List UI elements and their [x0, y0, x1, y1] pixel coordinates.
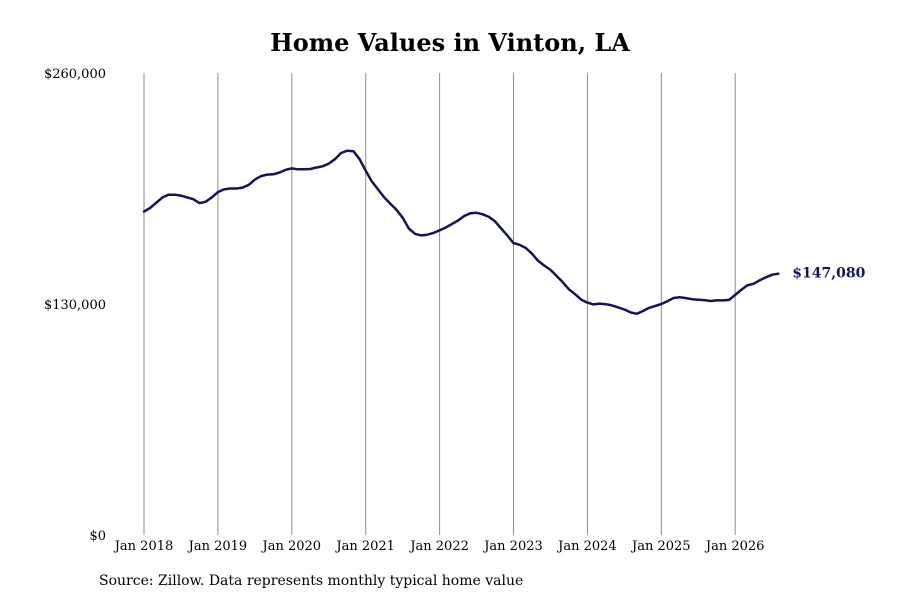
chart-title: Home Values in Vinton, LA [270, 28, 630, 57]
y-tick-label: $0 [89, 529, 106, 544]
series [142, 149, 780, 316]
y-tick-label: $130,000 [44, 298, 106, 313]
x-tick-label: Jan 2026 [704, 539, 765, 554]
x-tick-label: Jan 2024 [556, 539, 617, 554]
x-tick-label: Jan 2019 [187, 539, 248, 554]
x-tick-label: Jan 2020 [261, 539, 322, 554]
end-value-label: $147,080 [792, 266, 865, 282]
y-axis-ticks: $0 $130,000 $260,000 [44, 67, 106, 544]
x-axis-ticks: Jan 2018 Jan 2019 Jan 2020 Jan 2021 Jan 2022… [113, 539, 765, 554]
x-tick-label: Jan 2018 [113, 539, 174, 554]
source-note: Source: Zillow. Data represents monthly … [99, 573, 524, 589]
gridlines [143, 73, 736, 535]
series-line-0 [142, 149, 780, 316]
x-tick-label: Jan 2025 [630, 539, 691, 554]
x-tick-label: Jan 2022 [408, 539, 469, 554]
x-tick-label: Jan 2021 [334, 539, 395, 554]
y-tick-label: $260,000 [44, 67, 106, 82]
x-tick-label: Jan 2023 [482, 539, 543, 554]
